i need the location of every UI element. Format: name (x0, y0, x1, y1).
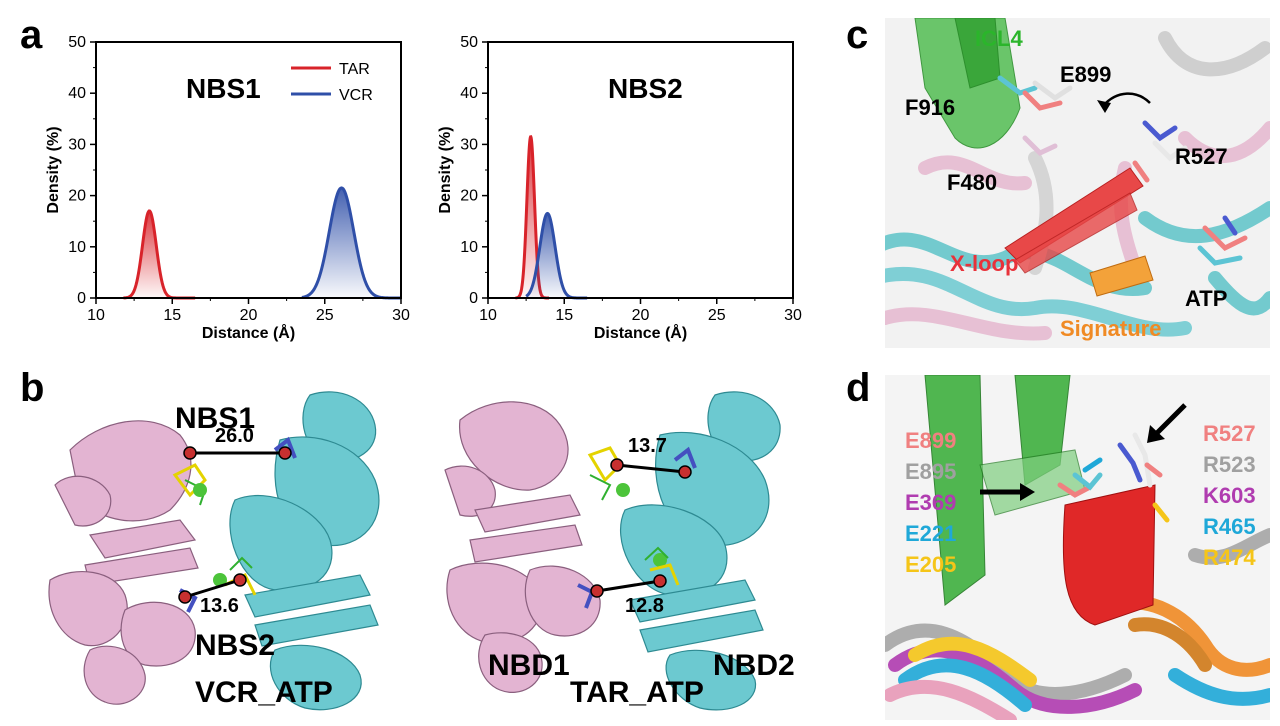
structure-vcr-atp-svg: NBS1 26.0 13.6 NBS2 VCR_ATP (48, 391, 380, 711)
label-e899: E899 (1060, 62, 1111, 87)
green-helices (924, 374, 1086, 606)
panel-c-svg: ICL4 E899 F916 R527 F480 X-loop ATP Sign… (868, 17, 1277, 348)
nbd2-label: NBD2 (713, 649, 795, 682)
panel-letter-b: b (20, 366, 45, 410)
y-tick-label: 10 (460, 239, 478, 256)
label-r523-d: R523 (1203, 452, 1256, 477)
y-axis-label: Density (%) (437, 126, 454, 213)
x-tick-label: 15 (163, 307, 181, 324)
signature-ribbon (1089, 255, 1154, 297)
structure-tar-atp: 13.7 12.8 NBD1 NBD2 TAR_ATP (430, 380, 830, 720)
tar-atp-caption: TAR_ATP (570, 676, 704, 709)
label-signature: Signature (1060, 316, 1161, 341)
nbs2-label: NBS2 (195, 629, 275, 662)
distance-lines-tar (590, 458, 692, 598)
nbs1-label: NBS1 (175, 402, 255, 435)
nbd1-ribbon-tar (444, 401, 601, 693)
arrow-left (980, 483, 1035, 501)
y-tick-label: 30 (460, 136, 478, 153)
label-r474-d: R474 (1203, 545, 1256, 570)
label-k603-d: K603 (1203, 483, 1256, 508)
structure-vcr-atp: NBS1 26.0 13.6 NBS2 VCR_ATP (30, 380, 430, 720)
y-tick-label: 0 (77, 290, 86, 307)
label-r527: R527 (1175, 144, 1228, 169)
panel-d-svg: E899 E895 E369 E221 E205 R527 R523 K603 … (878, 374, 1277, 726)
nbd1-label: NBD1 (488, 649, 570, 682)
x-axis-label: Distance (Å) (202, 323, 295, 342)
nbd2-ribbon-tar (620, 391, 781, 711)
xloop-ribbon (1004, 167, 1144, 274)
x-tick-label: 15 (555, 307, 573, 324)
residue-sticks-d (1057, 432, 1170, 523)
arrow-right (1147, 403, 1187, 443)
series-area-vcr (301, 187, 401, 298)
panel-c-structure: ICL4 E899 F916 R527 F480 X-loop ATP Sign… (868, 17, 1277, 348)
chart-title: NBS2 (608, 73, 683, 104)
distance-lines (178, 446, 292, 604)
label-e205-d: E205 (905, 552, 956, 577)
label-e895-d: E895 (905, 459, 956, 484)
vcr-atp-caption: VCR_ATP (195, 676, 333, 709)
legend-label-tar: TAR (339, 61, 370, 78)
legend-label-vcr: VCR (339, 87, 373, 104)
x-tick-label: 25 (708, 307, 726, 324)
y-tick-label: 40 (460, 85, 478, 102)
series-area-tar (123, 211, 196, 298)
y-tick-label: 20 (68, 188, 86, 205)
label-f916: F916 (905, 95, 955, 120)
x-tick-label: 10 (87, 307, 105, 324)
distance-13-6-label: 13.6 (200, 595, 239, 617)
curved-arrow-head (1097, 100, 1111, 113)
distance-13-7-label: 13.7 (628, 435, 667, 457)
ribbon-bundle (878, 528, 1277, 726)
chart-nbs2: 10 15 20 25 30 0 10 20 30 40 50 Distance (Å) Density… (432, 30, 812, 350)
y-tick-label: 40 (68, 85, 86, 102)
icl4-helices (914, 17, 1021, 149)
red-xloop (1062, 484, 1156, 626)
nbd1-ribbon (48, 420, 199, 705)
label-icl4: ICL4 (975, 26, 1023, 51)
y-axis-label: Density (%) (45, 126, 62, 213)
panel-letter-d: d (846, 366, 871, 410)
residue-sticks (997, 75, 1248, 266)
y-tick-label: 50 (460, 34, 478, 51)
x-axis-label: Distance (Å) (594, 323, 687, 342)
label-xloop: X-loop (950, 251, 1018, 276)
distance-12-8-label: 12.8 (625, 595, 664, 617)
label-f480: F480 (947, 170, 997, 195)
chart-title: NBS1 (186, 73, 261, 104)
x-tick-label: 20 (632, 307, 650, 324)
y-tick-label: 20 (460, 188, 478, 205)
label-r527-d: R527 (1203, 421, 1256, 446)
distance-26-label: 26.0 (215, 425, 254, 447)
x-tick-label: 20 (240, 307, 258, 324)
label-atp: ATP (1185, 286, 1227, 311)
panel-letter-a: a (20, 13, 43, 57)
chart-nbs1: 10 15 20 25 30 0 10 20 30 40 50 Distance (Å) Density… (40, 30, 420, 350)
nbd2-ribbon (229, 391, 380, 711)
x-tick-label: 25 (316, 307, 334, 324)
panel-d-structure: E899 E895 E369 E221 E205 R527 R523 K603 … (878, 374, 1277, 726)
label-e899-d: E899 (905, 428, 956, 453)
y-tick-label: 30 (68, 136, 86, 153)
label-r465-d: R465 (1203, 514, 1256, 539)
x-tick-label: 30 (392, 307, 410, 324)
panel-letter-c: c (846, 13, 869, 57)
y-tick-label: 50 (68, 34, 86, 51)
label-e221-d: E221 (905, 521, 956, 546)
series-area-tar (515, 136, 549, 298)
structure-tar-atp-svg: 13.7 12.8 NBD1 NBD2 TAR_ATP (444, 391, 795, 711)
y-tick-label: 0 (469, 290, 478, 307)
x-tick-label: 10 (479, 307, 497, 324)
series-area-vcr (526, 213, 588, 298)
x-tick-label: 30 (784, 307, 802, 324)
label-e369-d: E369 (905, 490, 956, 515)
y-tick-label: 10 (68, 239, 86, 256)
